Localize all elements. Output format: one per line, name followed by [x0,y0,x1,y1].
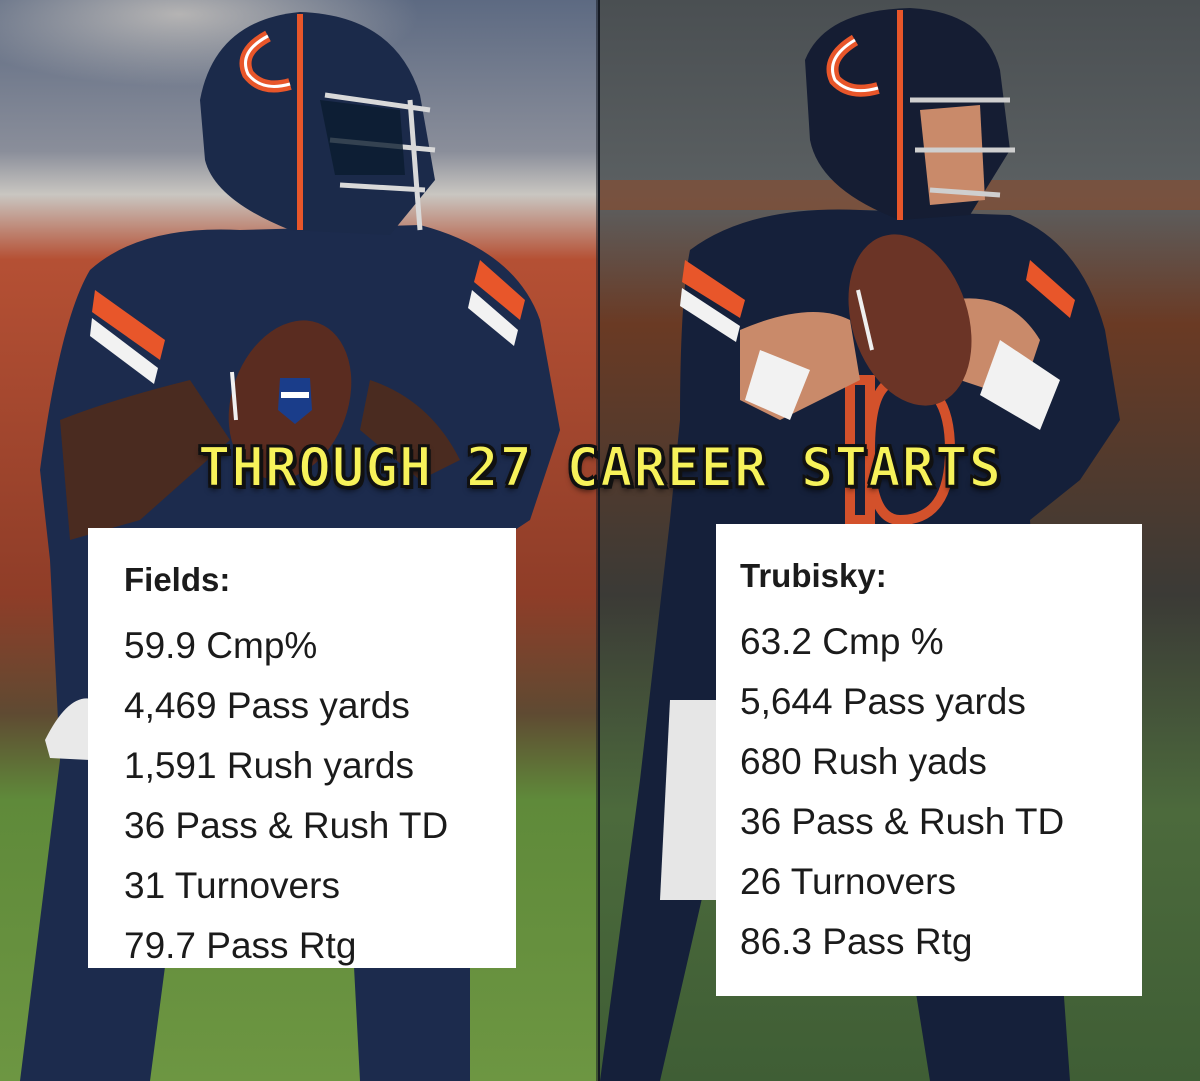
stat-cmp-pct: 63.2 Cmp % [740,621,944,662]
stat-rush-yards: 680 Rush yads [740,741,987,782]
stat-cmp-pct: 59.9 Cmp% [124,625,318,666]
bears-c-logo-icon [826,34,880,97]
nfl-shield-icon [278,378,312,424]
fields-stats-card: Fields: 59.9 Cmp% 4,469 Pass yards 1,591… [88,528,516,968]
stat-rush-yards: 1,591 Rush yards [124,745,415,786]
headline: THROUGH 27 CAREER STARTS [197,435,1003,500]
stat-pass-yards: 5,644 Pass yards [740,681,1026,722]
stats-list: 63.2 Cmp % 5,644 Pass yards 680 Rush yad… [740,612,1142,972]
stat-pass-yards: 4,469 Pass yards [124,685,410,726]
stat-pass-rating: 86.3 Pass Rtg [740,921,973,962]
player-name: Fields: [124,561,231,598]
stat-pass-rating: 79.7 Pass Rtg [124,925,357,966]
stat-turnovers: 26 Turnovers [740,861,956,902]
stat-turnovers: 31 Turnovers [124,865,340,906]
bears-c-logo-icon [239,30,292,93]
trubisky-stats-card: Trubisky: 63.2 Cmp % 5,644 Pass yards 68… [716,524,1142,996]
player-name: Trubisky: [740,557,887,594]
stat-total-td: 36 Pass & Rush TD [740,801,1065,842]
stat-total-td: 36 Pass & Rush TD [124,805,449,846]
stats-list: 59.9 Cmp% 4,469 Pass yards 1,591 Rush ya… [124,616,516,976]
center-divider [596,0,600,1081]
